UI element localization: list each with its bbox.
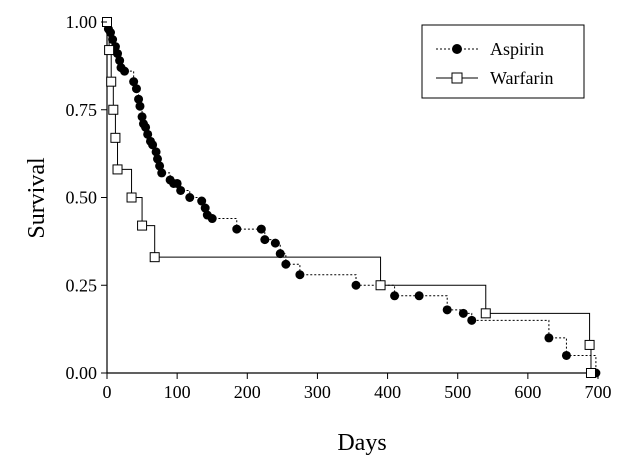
- point-aspirin: [414, 291, 424, 301]
- point-aspirin: [141, 122, 151, 132]
- point-aspirin: [129, 77, 139, 87]
- y-tick-label: 0.75: [66, 100, 98, 120]
- y-axis-title: Survival: [24, 157, 50, 239]
- point-warfarin: [137, 220, 148, 231]
- point-aspirin: [176, 185, 186, 195]
- legend-marker-aspirin: [452, 44, 462, 54]
- legend-box: [421, 24, 585, 99]
- point-aspirin: [390, 291, 400, 301]
- point-aspirin: [275, 249, 285, 259]
- point-warfarin: [584, 339, 595, 350]
- point-aspirin: [131, 84, 141, 94]
- point-aspirin: [561, 350, 571, 360]
- x-tick-label: 100: [164, 382, 191, 402]
- point-warfarin: [108, 104, 119, 115]
- point-aspirin: [185, 193, 195, 202]
- point-aspirin: [108, 35, 118, 45]
- point-warfarin: [375, 280, 386, 291]
- y-tick-label: 0.00: [66, 363, 98, 383]
- point-aspirin: [544, 333, 554, 343]
- y-tick-label: 0.25: [66, 275, 98, 295]
- x-tick-label: 600: [514, 382, 541, 402]
- x-axis-title: Days: [337, 430, 386, 456]
- point-aspirin: [295, 270, 305, 280]
- y-tick-label: 0.50: [66, 188, 98, 208]
- point-warfarin: [480, 308, 491, 319]
- point-aspirin: [148, 140, 158, 150]
- point-aspirin: [200, 203, 210, 213]
- point-aspirin: [143, 129, 153, 139]
- legend-marker-warfarin: [451, 72, 463, 84]
- point-aspirin: [120, 66, 130, 76]
- x-tick-label: 200: [234, 382, 261, 402]
- x-tick-label: 300: [304, 382, 331, 402]
- point-aspirin: [270, 238, 280, 248]
- x-tick-label: 400: [374, 382, 401, 402]
- point-aspirin: [172, 178, 182, 188]
- point-aspirin: [134, 94, 144, 104]
- point-aspirin: [135, 101, 145, 111]
- point-warfarin: [104, 45, 115, 56]
- x-tick-label: 500: [444, 382, 471, 402]
- x-tick-label: 700: [585, 382, 612, 402]
- point-aspirin: [197, 196, 207, 206]
- point-aspirin: [151, 147, 161, 157]
- point-aspirin: [207, 214, 217, 224]
- point-aspirin: [442, 305, 452, 315]
- point-aspirin: [232, 224, 242, 234]
- point-warfarin: [585, 368, 596, 378]
- x-tick-label: 0: [103, 382, 112, 402]
- point-aspirin: [137, 112, 147, 122]
- point-warfarin: [110, 132, 121, 143]
- point-aspirin: [281, 259, 291, 269]
- point-aspirin: [467, 315, 477, 325]
- point-warfarin: [126, 192, 137, 203]
- point-aspirin: [113, 49, 123, 59]
- legend-label-warfarin: Warfarin: [490, 68, 554, 88]
- point-aspirin: [155, 161, 165, 171]
- tick-labels: 0 100 200 300 400 500 600 700 0.00 0.25 0.50 0.75 1.…: [66, 12, 612, 402]
- point-aspirin: [115, 56, 125, 66]
- legend-label-aspirin: Aspirin: [490, 39, 544, 59]
- point-aspirin: [106, 28, 116, 38]
- y-tick-label: 1.00: [66, 12, 98, 32]
- point-aspirin: [256, 224, 266, 234]
- point-aspirin: [153, 154, 163, 164]
- point-aspirin: [260, 235, 270, 245]
- point-aspirin: [351, 280, 361, 290]
- legend: Aspirin Warfarin: [421, 24, 585, 99]
- point-warfarin: [106, 76, 117, 87]
- point-warfarin: [149, 252, 160, 263]
- point-aspirin: [157, 168, 167, 178]
- point-aspirin: [458, 308, 468, 318]
- point-warfarin: [112, 164, 123, 175]
